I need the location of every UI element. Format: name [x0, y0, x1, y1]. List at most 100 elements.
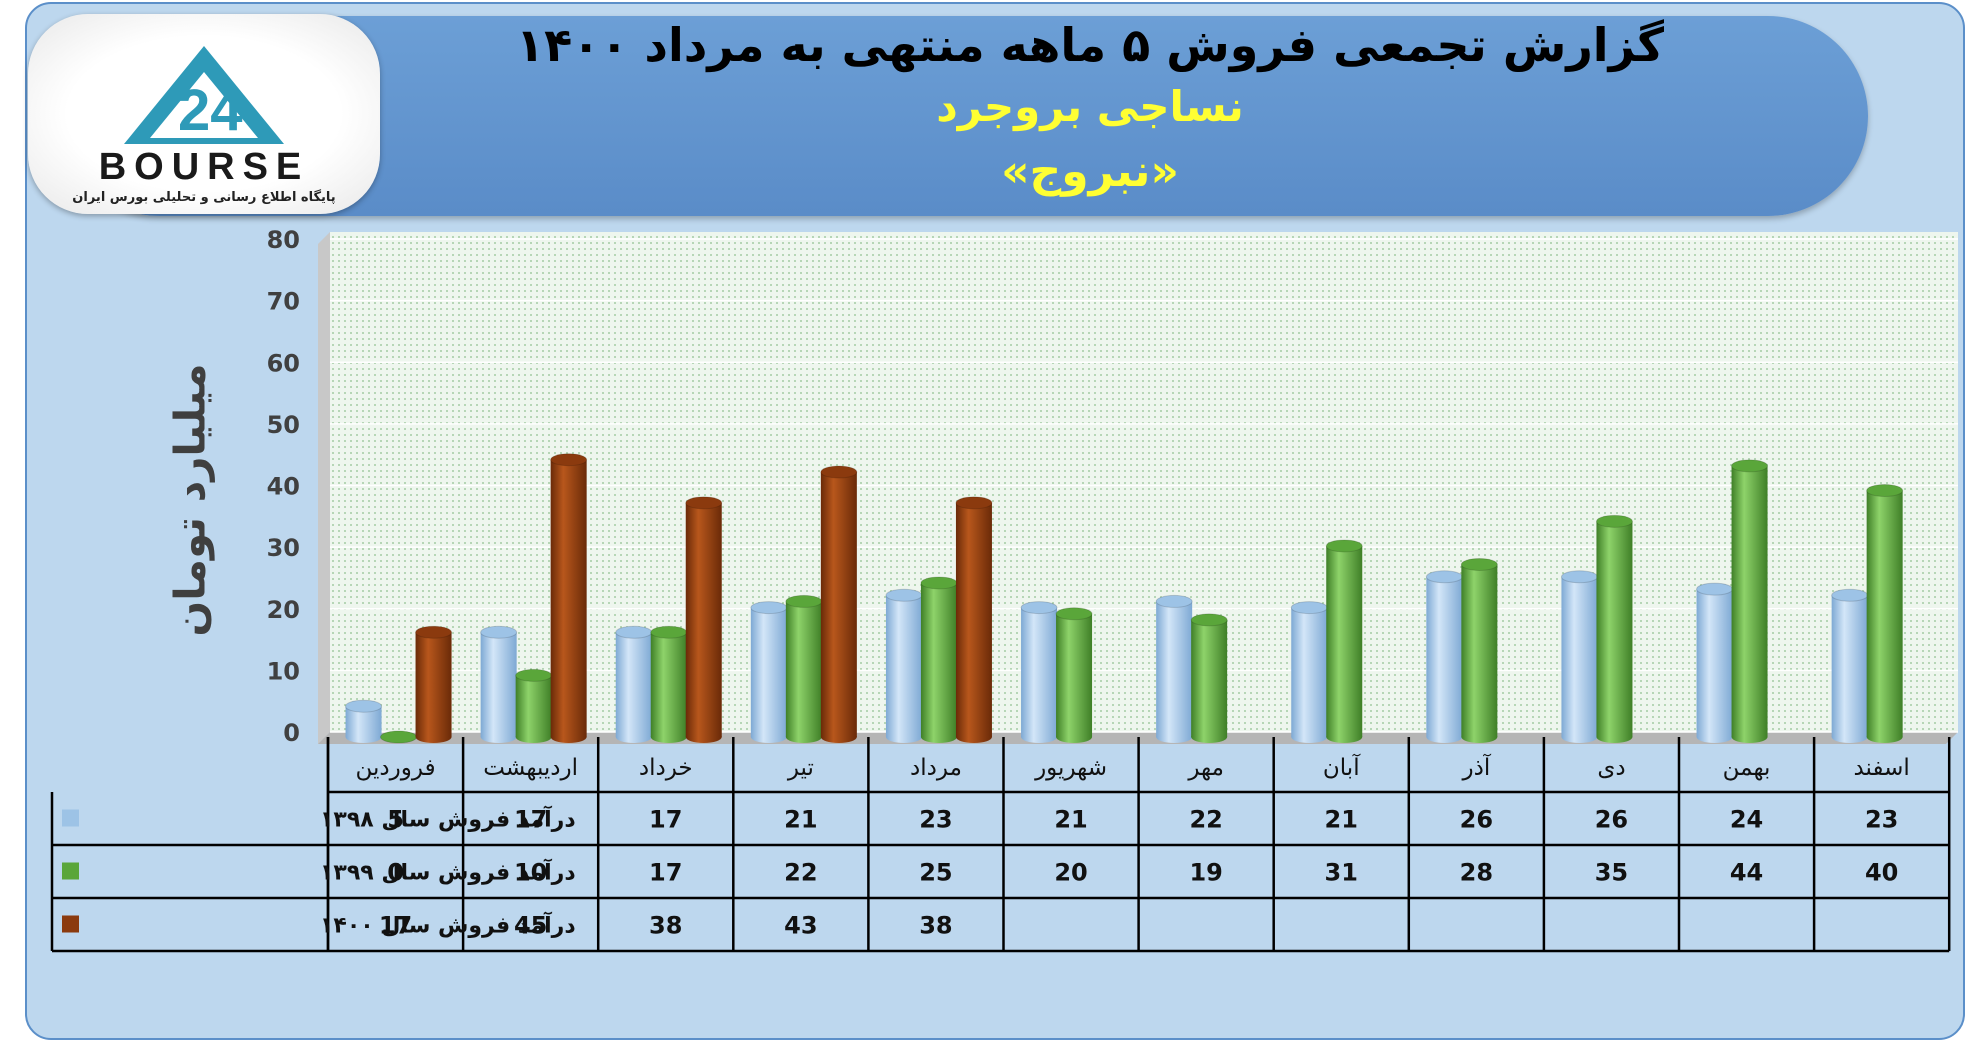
data-label: 35: [1595, 859, 1628, 887]
category-label: خرداد: [639, 755, 693, 781]
data-label: 23: [919, 806, 952, 834]
data-label: 22: [784, 859, 817, 887]
legend-swatch: [62, 809, 79, 827]
data-label: 38: [919, 912, 952, 940]
category-label: مرداد: [910, 755, 962, 781]
bar: [345, 699, 383, 743]
data-label: 25: [919, 859, 952, 887]
y-axis-ticks: 0 10 20 30 40 50 60 70 80: [267, 226, 300, 747]
data-label: 45: [514, 912, 547, 940]
data-label: 10: [514, 859, 547, 887]
data-label: 26: [1460, 806, 1493, 834]
data-label: 21: [1054, 806, 1087, 834]
bar: [1325, 539, 1363, 743]
company-name: نساجی بروجرد: [936, 82, 1244, 131]
legend-label: درآمد فروش سال ۱۴۰۰: [320, 911, 576, 939]
bar: [1731, 459, 1769, 743]
y-tick-label: 20: [267, 596, 300, 624]
bar: [1190, 613, 1228, 743]
svg-text:24: 24: [178, 78, 243, 143]
bar: [1020, 601, 1058, 743]
data-label: 5: [387, 806, 404, 834]
data-table: فروردین اردیبهشت خرداد تیر مرداد شهریور مهر آبا…: [50, 737, 1951, 953]
data-label: 17: [514, 806, 547, 834]
data-label: 24: [1730, 806, 1763, 834]
category-label: بهمن: [1723, 755, 1771, 781]
y-tick-label: 50: [267, 411, 300, 439]
data-label: 21: [784, 806, 817, 834]
category-label: اردیبهشت: [483, 755, 578, 781]
stock-symbol: «نبروج»: [1001, 146, 1179, 197]
logo-word: BOURSE: [98, 146, 310, 188]
data-label: 23: [1865, 806, 1898, 834]
data-label: 26: [1595, 806, 1628, 834]
category-label: تیر: [787, 755, 814, 781]
bourse-logo-triangle-icon: 24: [124, 46, 284, 144]
bar: [1460, 557, 1498, 743]
legend-label: درآمد فروش سال ۱۳۹۸: [320, 805, 576, 833]
y-tick-label: 30: [267, 534, 300, 562]
gridlines: [330, 238, 1958, 733]
bar: [1560, 570, 1598, 743]
bar: [1055, 607, 1093, 743]
bar: [515, 668, 553, 743]
chart-title: گزارش تجمعی فروش ۵ ماهه منتهی به مرداد ۱…: [516, 18, 1664, 72]
legend-swatch: [62, 915, 79, 933]
bar: [615, 625, 653, 743]
bar: [650, 625, 688, 743]
bar: [1831, 588, 1869, 743]
bar: [1290, 601, 1328, 743]
bars: [345, 453, 1904, 744]
category-label: اسفند: [1853, 755, 1909, 781]
bar: [885, 588, 923, 743]
data-label: 19: [1189, 859, 1222, 887]
y-tick-label: 80: [267, 226, 300, 254]
y-tick-label: 40: [267, 473, 300, 501]
data-label: 17: [649, 859, 682, 887]
data-label: 17: [649, 806, 682, 834]
data-label: 17: [379, 912, 412, 940]
bar: [1696, 582, 1734, 743]
data-label: 40: [1865, 859, 1898, 887]
data-label: 44: [1730, 859, 1763, 887]
bar: [785, 594, 823, 743]
bourse-logo: 24 BOURSE پایگاه اطلاع رسانی و تحلیلی بو…: [28, 14, 380, 214]
category-label: آبان: [1323, 753, 1361, 781]
bar: [1595, 514, 1633, 743]
data-label: 43: [784, 912, 817, 940]
plot-area: [330, 232, 1958, 732]
bar: [1155, 594, 1193, 743]
category-label: مهر: [1187, 755, 1224, 781]
y-tick-label: 10: [267, 657, 300, 685]
category-label: فروردین: [356, 755, 436, 781]
category-label: شهریور: [1034, 755, 1107, 781]
bar: [955, 496, 993, 743]
bar: [550, 453, 588, 743]
data-label: 20: [1054, 859, 1087, 887]
bar: [415, 625, 453, 743]
bar: [1866, 484, 1904, 743]
side-wall: [318, 232, 330, 744]
data-label: 22: [1189, 806, 1222, 834]
bar: [380, 730, 418, 744]
legend-label: درآمد فروش سال ۱۳۹۹: [320, 858, 576, 886]
legend-swatch: [62, 862, 79, 880]
data-label: 0: [387, 859, 404, 887]
data-label: 28: [1460, 859, 1493, 887]
category-label: آذر: [1461, 753, 1491, 781]
bar: [480, 625, 518, 743]
bar: [820, 465, 858, 743]
category-label: دی: [1597, 755, 1625, 781]
bar: [685, 496, 723, 743]
bar: [1425, 570, 1463, 743]
data-label: 38: [649, 912, 682, 940]
y-tick-label: 0: [283, 719, 300, 747]
logo-subtitle: پایگاه اطلاع رسانی و تحلیلی بورس ایران: [72, 190, 336, 205]
bar: [750, 601, 788, 743]
data-label: 21: [1325, 806, 1358, 834]
y-tick-label: 70: [267, 288, 300, 316]
bar: [920, 576, 958, 743]
y-tick-label: 60: [267, 349, 300, 377]
data-label: 31: [1325, 859, 1358, 887]
